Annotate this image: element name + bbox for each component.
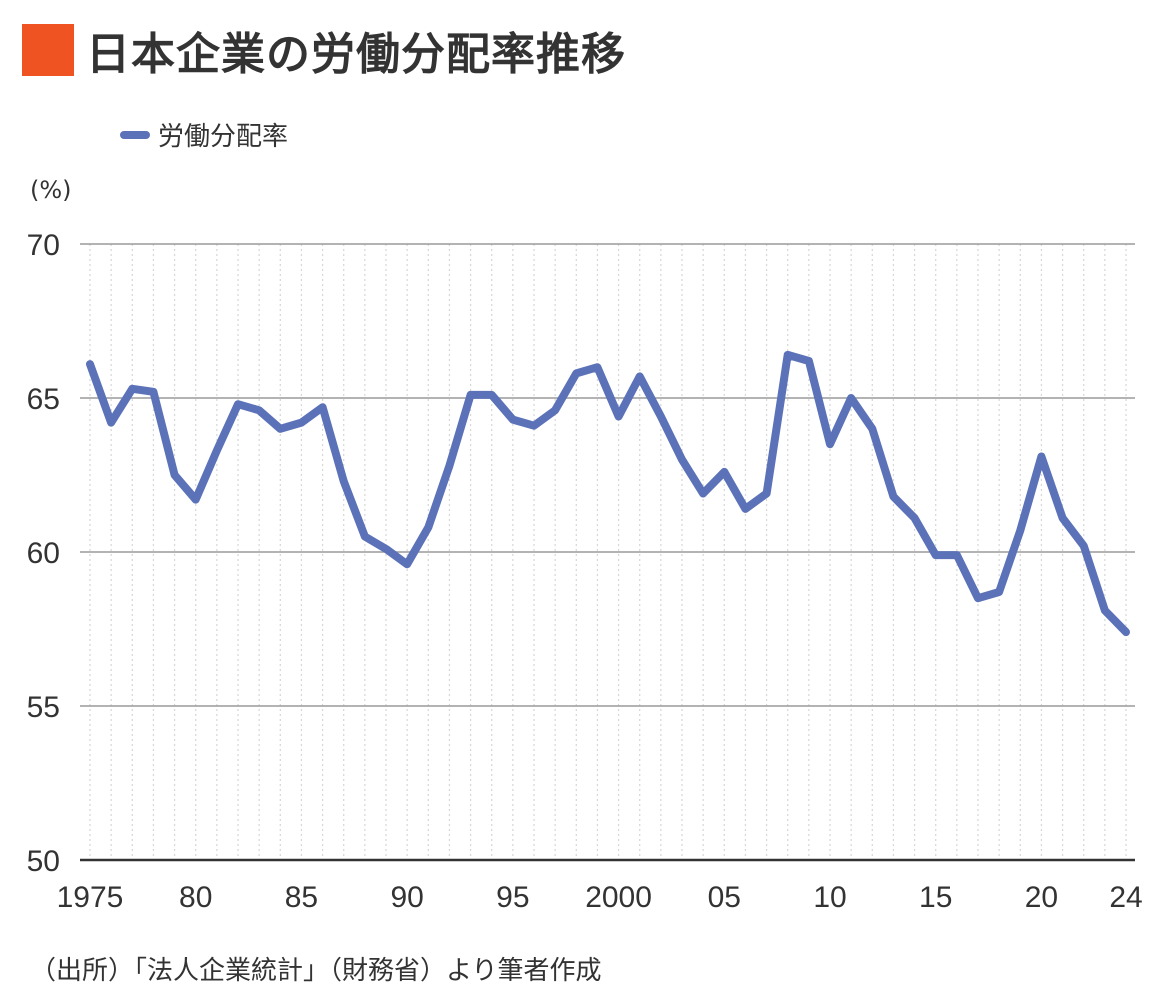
x-tick-label: 15 <box>919 881 952 914</box>
x-tick-label: 2000 <box>585 881 652 914</box>
page-title: 日本企業の労働分配率推移 <box>86 29 626 80</box>
x-tick-label: 05 <box>708 881 741 914</box>
y-tick-label: 55 <box>27 691 60 724</box>
title-block: 日本企業の労働分配率推移 <box>22 20 626 80</box>
y-tick-label: 65 <box>27 383 60 416</box>
x-tick-label: 24 <box>1109 881 1142 914</box>
x-tick-label: 80 <box>179 881 212 914</box>
y-tick-label: 50 <box>27 845 60 878</box>
title-accent-square <box>22 24 74 76</box>
x-tick-label: 90 <box>390 881 423 914</box>
x-tick-label: 85 <box>285 881 318 914</box>
y-tick-label: 60 <box>27 537 60 570</box>
source-note: （出所）「法人企業統計」（財務省）より筆者作成 <box>30 956 602 986</box>
legend-swatch <box>120 130 150 139</box>
x-tick-label: 95 <box>496 881 529 914</box>
legend: 労働分配率 <box>120 116 288 153</box>
series-line-labor-share <box>86 350 1130 637</box>
y-axis-unit-label: (%) <box>30 176 72 204</box>
x-tick-label: 20 <box>1025 881 1058 914</box>
y-tick-label: 70 <box>27 229 60 262</box>
legend-label: 労働分配率 <box>158 122 289 152</box>
x-tick-label: 10 <box>813 881 846 914</box>
x-tick-label: 1975 <box>57 881 124 914</box>
